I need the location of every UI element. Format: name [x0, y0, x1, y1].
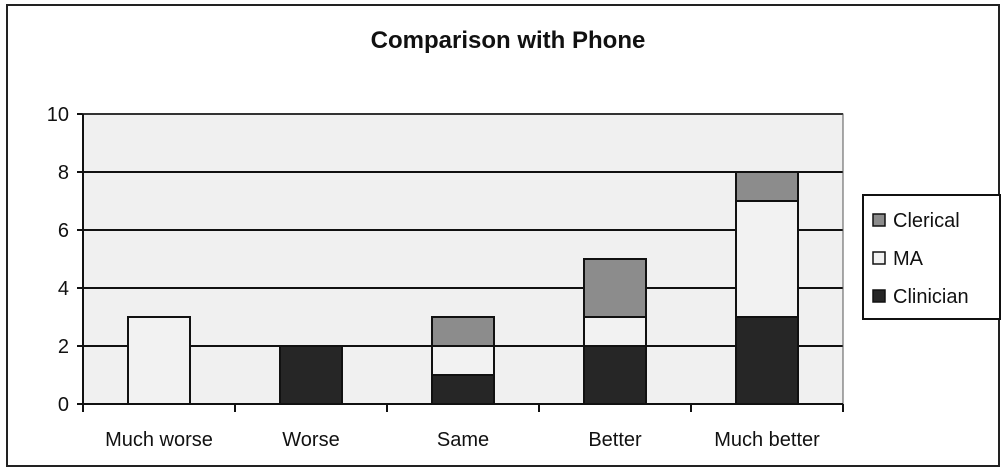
legend-box: [862, 194, 1001, 320]
x-tick-label: Much worse: [105, 429, 213, 451]
legend-label-ma: MA: [893, 248, 924, 270]
x-tick-label: Better: [588, 429, 642, 451]
bar-clerical-same: [431, 316, 495, 347]
chart-title: Comparison with Phone: [371, 27, 646, 54]
legend: Clerical MA Clinician: [862, 194, 1001, 320]
legend-swatch-clerical: [872, 213, 886, 227]
y-tick-label: 0: [58, 394, 69, 416]
legend-label-clerical: Clerical: [893, 210, 960, 232]
bar-ma-better: [583, 316, 647, 347]
bar-clinician-same: [431, 374, 495, 405]
legend-label-clinician: Clinician: [893, 286, 969, 308]
y-tick-label: 10: [47, 104, 69, 126]
bar-ma-much-worse: [127, 316, 191, 405]
legend-swatch-ma: [872, 251, 886, 265]
bar-ma-much-better: [735, 200, 799, 318]
legend-swatch-clinician: [872, 289, 886, 303]
bar-clinician-better: [583, 345, 647, 405]
x-tick-label: Same: [437, 429, 489, 451]
x-tick-label: Worse: [282, 429, 339, 451]
y-tick-label: 4: [58, 278, 69, 300]
bar-clinician-worse: [279, 345, 343, 405]
bar-clerical-better: [583, 258, 647, 318]
bar-clinician-much-better: [735, 316, 799, 405]
plot-area: 0 2 4 6 8 10 Much worse Worse Same Better Much bet…: [47, 104, 844, 451]
bar-clerical-much-better: [735, 171, 799, 202]
x-tick-label: Much better: [714, 429, 820, 451]
y-tick-label: 8: [58, 162, 69, 184]
y-tick-label: 2: [58, 336, 69, 358]
bar-ma-same: [431, 345, 495, 376]
y-tick-label: 6: [58, 220, 69, 242]
